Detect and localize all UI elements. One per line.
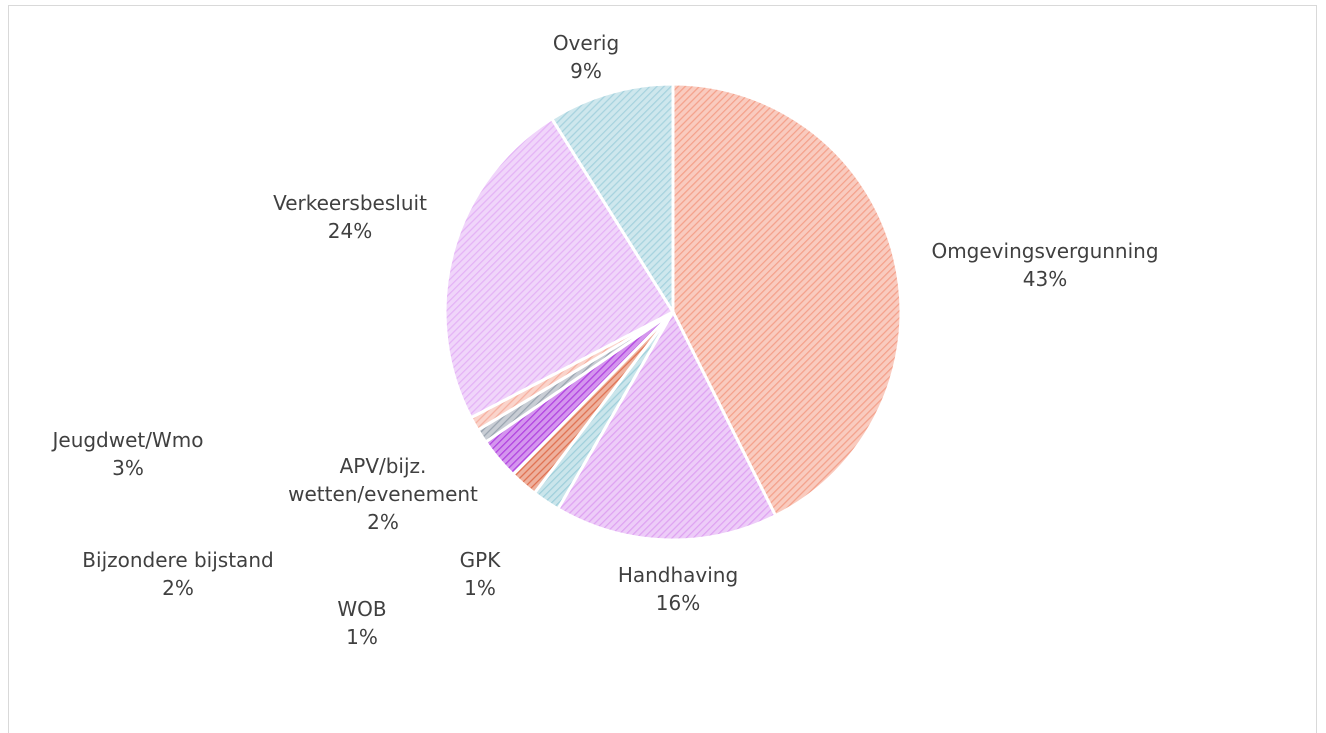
slice-label: Jeugdwet/Wmo 3% [18, 426, 238, 482]
percent-label: 1% [346, 625, 378, 649]
category-name: Verkeersbesluit [273, 191, 427, 215]
category-name: Jeugdwet/Wmo [52, 428, 204, 452]
category-name: APV/bijz. wetten/evenement [288, 454, 478, 506]
slice-label: Omgevingsvergunning 43% [895, 237, 1195, 293]
slice-label: Overig 9% [516, 29, 656, 85]
chart-frame [8, 5, 1317, 733]
slice-label: WOB 1% [302, 595, 422, 651]
slice-label: APV/bijz. wetten/evenement 2% [283, 452, 483, 536]
pie-slice [555, 308, 778, 542]
pie-slice [671, 82, 903, 518]
percent-label: 16% [655, 591, 701, 615]
category-name: Omgevingsvergunning [931, 239, 1159, 263]
slice-label: GPK 1% [430, 546, 530, 602]
category-name: Bijzondere bijstand [82, 548, 274, 572]
percent-label: 2% [367, 510, 399, 534]
category-name: WOB [337, 597, 387, 621]
slice-label: Handhaving 16% [578, 561, 778, 617]
slice-label: Verkeersbesluit 24% [240, 189, 460, 245]
percent-label: 3% [112, 456, 144, 480]
percent-label: 43% [1022, 267, 1068, 291]
category-name: Handhaving [617, 563, 739, 587]
category-name: GPK [459, 548, 501, 572]
pie-slice [443, 116, 676, 420]
percent-label: 24% [327, 219, 373, 243]
pie-slice [549, 82, 675, 318]
percent-label: 1% [464, 576, 496, 600]
percent-label: 2% [162, 576, 194, 600]
category-name: Overig [552, 31, 620, 55]
slice-label: Bijzondere bijstand 2% [48, 546, 308, 602]
percent-label: 9% [570, 59, 602, 83]
